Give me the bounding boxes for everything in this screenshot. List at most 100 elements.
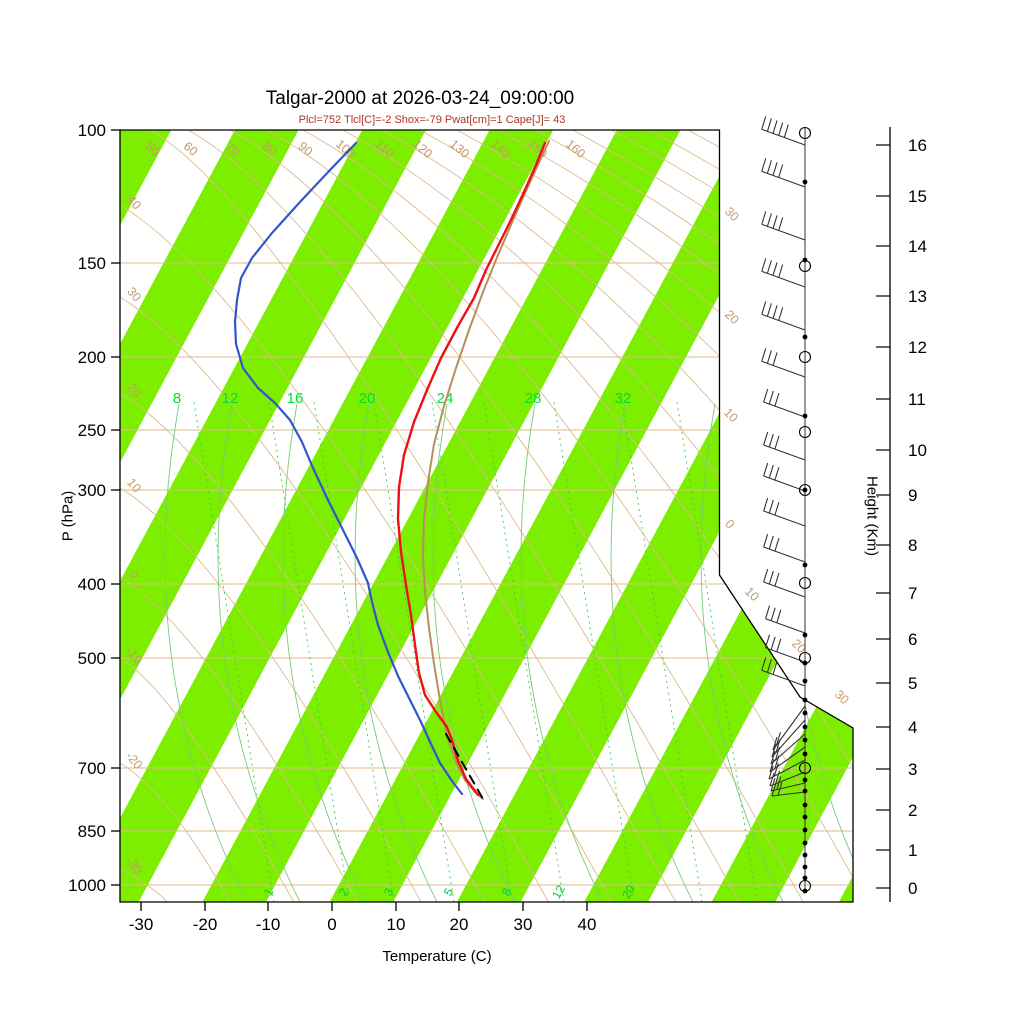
barb-feather	[772, 661, 778, 675]
barb-stem	[761, 223, 806, 241]
dry-adiabat-line	[120, 657, 295, 902]
barb-feather	[761, 657, 767, 671]
dry-adiabat-label: 160	[563, 137, 588, 161]
wind-barb	[761, 211, 806, 241]
moist-adiabat-label: 12	[222, 390, 239, 407]
barb-stem	[765, 618, 806, 634]
wind-barb	[772, 705, 806, 751]
barb-stem	[763, 510, 806, 527]
wind-barb	[764, 634, 806, 663]
isotherm-band	[838, 130, 853, 902]
wind-level-dot	[802, 751, 808, 757]
dry-adiabat-line	[120, 204, 613, 902]
mixing-ratio-line	[313, 401, 395, 902]
dry-adiabat-line	[149, 130, 677, 902]
height-tick-label: 1	[908, 841, 917, 860]
wind-level-dot	[802, 827, 808, 833]
temperature-tick-label: -30	[129, 915, 154, 934]
wind-level-circle	[798, 425, 812, 439]
pressure-tick-label: 700	[78, 759, 106, 778]
wind-barb	[761, 258, 806, 288]
isotherm-stripes	[120, 130, 853, 902]
temperature-tick-label: 40	[578, 915, 597, 934]
wind-level-dot	[802, 888, 808, 894]
wind-barb	[763, 497, 806, 527]
barb-feather	[771, 782, 777, 797]
lcl-dashed-line	[445, 733, 484, 800]
dry-adiabat-label: 90	[296, 139, 316, 159]
barb-feather	[768, 464, 774, 479]
wind-level-dot	[802, 632, 808, 638]
temperature-axis-label: Temperature (C)	[382, 948, 492, 965]
barb-feather	[774, 572, 780, 587]
moist-adiabat-line	[354, 403, 438, 902]
barb-feather	[771, 743, 777, 758]
pressure-tick-label: 400	[78, 575, 106, 594]
dry-adiabat-line	[302, 130, 853, 902]
wind-barb	[763, 462, 806, 492]
wind-level-dot	[802, 710, 808, 716]
temperature-tick-label: -10	[256, 915, 281, 934]
dry-adiabat-label: 30	[832, 687, 852, 707]
barb-stem	[765, 647, 806, 663]
temperature-tick-label: 10	[387, 915, 406, 934]
mixing-ratio-line	[483, 401, 565, 902]
barb-stem	[761, 128, 806, 146]
dry-adiabat-line	[266, 130, 853, 902]
barb-stem	[761, 270, 806, 288]
moist-adiabat-line	[432, 403, 516, 902]
barb-stem	[763, 475, 806, 492]
wind-level-dot	[802, 875, 808, 881]
barb-feather	[769, 772, 775, 787]
wind-level-dot	[802, 840, 808, 846]
pressure-tick-label: 250	[78, 421, 106, 440]
dry-adiabat-line	[120, 762, 231, 902]
height-tick-label: 11	[908, 390, 926, 409]
wind-barb	[763, 533, 806, 563]
height-tick-label: 2	[908, 801, 917, 820]
barb-feather	[763, 388, 769, 403]
moist-adiabat-label: 20	[359, 390, 376, 407]
dry-adiabat-line	[534, 130, 853, 902]
dry-adiabat-line	[120, 576, 358, 902]
mixing-ratio-line	[676, 401, 758, 902]
mixing-ratio-line	[621, 401, 703, 902]
dry-adiabat-line	[419, 130, 853, 902]
dry-adiabat-line	[229, 130, 804, 902]
moist-adiabat-line	[520, 403, 604, 902]
height-tick-label: 10	[908, 441, 927, 460]
barb-feather	[763, 462, 769, 477]
temperature-tick-label: -20	[193, 915, 218, 934]
height-tick-label: 14	[908, 237, 927, 256]
barb-stem	[763, 581, 806, 598]
barb-feather	[778, 164, 784, 178]
barb-feather	[766, 260, 772, 274]
wind-barb	[761, 301, 806, 331]
temperature-tick-label: 20	[450, 915, 469, 934]
wind-level-dot	[802, 678, 808, 684]
wind-level-dot	[802, 413, 808, 419]
barb-feather	[763, 497, 769, 512]
barb-feather	[774, 537, 780, 552]
barb-feather	[776, 776, 782, 790]
barb-feather	[783, 124, 789, 138]
barb-feather	[768, 535, 774, 550]
wind-level-dot	[802, 864, 808, 870]
moist-adiabat-label: 32	[615, 390, 632, 407]
barb-feather	[761, 116, 767, 130]
mixing-ratio-line	[553, 401, 635, 902]
wind-barb	[768, 759, 806, 780]
height-tick-label: 15	[908, 187, 927, 206]
dewpoint-curve	[233, 141, 464, 796]
pressure-tick-label: 200	[78, 348, 106, 367]
barb-feather	[772, 352, 778, 366]
dry-adiabat-line	[342, 130, 853, 902]
barb-feather	[772, 305, 778, 319]
wind-level-dot	[802, 697, 808, 703]
barb-feather	[770, 636, 776, 650]
barb-feather	[768, 433, 774, 448]
barb-feather	[766, 659, 772, 673]
